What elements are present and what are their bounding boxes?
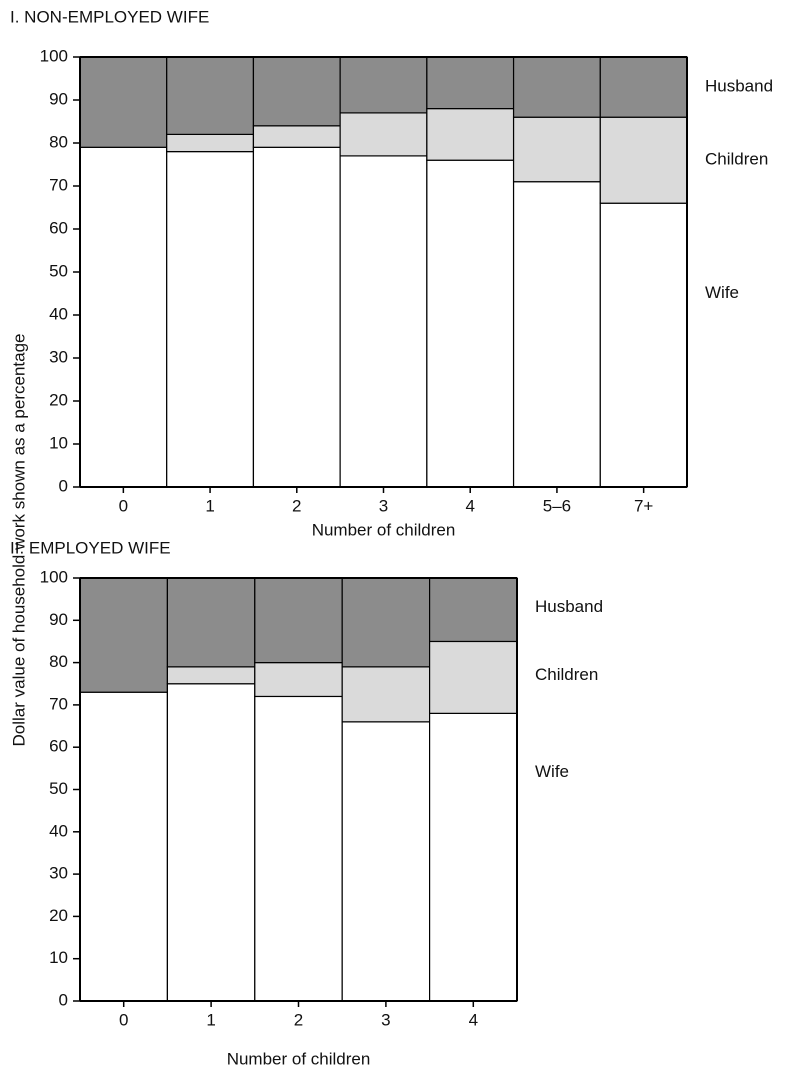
y-tick-label: 50	[49, 779, 68, 798]
y-tick-label: 0	[59, 990, 68, 1009]
y-tick-label: 10	[49, 948, 68, 967]
x-tick-label: 3	[379, 496, 388, 515]
y-tick-label: 60	[49, 218, 68, 237]
bar-segment	[252, 125, 341, 148]
bar-segment	[166, 56, 255, 136]
bar-segment	[79, 146, 168, 488]
bar-segment	[339, 112, 428, 157]
y-tick-label: 100	[40, 46, 68, 65]
bar-segment	[341, 577, 431, 668]
bar-segment	[426, 159, 515, 488]
y-tick-label: 40	[49, 304, 68, 323]
bar-segment	[339, 155, 428, 488]
bar-segment	[512, 181, 601, 488]
x-axis-label: Number of children	[312, 520, 456, 539]
bar-segment	[429, 577, 518, 643]
bar-segment	[429, 712, 518, 1002]
bar-segment	[426, 107, 515, 161]
x-tick-label: 2	[294, 1010, 303, 1029]
chart-title: II. EMPLOYED WIFE	[10, 538, 171, 557]
x-tick-label: 3	[381, 1010, 390, 1029]
bar-segment	[166, 151, 255, 488]
x-tick-label: 4	[469, 1010, 478, 1029]
x-axis-label: Number of children	[227, 1049, 371, 1068]
x-tick-label: 0	[119, 1010, 128, 1029]
x-tick-label: 4	[465, 496, 474, 515]
y-tick-label: 10	[49, 433, 68, 452]
y-tick-label: 20	[49, 390, 68, 409]
legend-label: Wife	[705, 283, 739, 302]
bar-segment	[166, 666, 256, 685]
y-tick-label: 30	[49, 347, 68, 366]
bar-segment	[599, 116, 688, 204]
bar-segment	[79, 577, 169, 693]
x-tick-label: 2	[292, 496, 301, 515]
legend-label: Husband	[705, 77, 773, 96]
bar-segment	[166, 133, 255, 153]
x-tick-label: 1	[205, 496, 214, 515]
x-tick-label: 0	[119, 496, 128, 515]
bar-segment	[79, 56, 168, 148]
legend-label: Children	[705, 150, 768, 169]
x-tick-label: 1	[206, 1010, 215, 1029]
y-tick-label: 90	[49, 89, 68, 108]
bar-segment	[426, 56, 515, 110]
bar-segment	[339, 56, 428, 114]
bar-segment	[429, 640, 518, 714]
bar-segment	[252, 56, 341, 127]
bar-segment	[166, 577, 256, 668]
y-tick-label: 20	[49, 906, 68, 925]
chart-title: I. NON-EMPLOYED WIFE	[10, 7, 209, 26]
legend-label: Husband	[535, 597, 603, 616]
y-tick-label: 70	[49, 175, 68, 194]
bar-segment	[512, 56, 601, 118]
y-tick-label: 70	[49, 694, 68, 713]
x-tick-label: 7+	[634, 496, 653, 515]
bar-segment	[166, 683, 256, 1002]
y-axis-label: Dollar value of household work shown as …	[9, 334, 28, 747]
y-tick-label: 80	[49, 132, 68, 151]
y-tick-label: 40	[49, 821, 68, 840]
legend-label: Wife	[535, 762, 569, 781]
bar-segment	[254, 577, 343, 664]
y-tick-label: 80	[49, 652, 68, 671]
bar-segment	[254, 695, 343, 1002]
bar-segment	[599, 56, 688, 118]
x-tick-label: 5–6	[543, 496, 571, 515]
y-tick-label: 30	[49, 864, 68, 883]
y-tick-label: 100	[40, 567, 68, 586]
bar-segment	[341, 666, 431, 723]
bar-segment	[79, 691, 169, 1002]
y-tick-label: 50	[49, 261, 68, 280]
bar-segment	[341, 721, 431, 1002]
bar-segment	[254, 661, 343, 698]
y-tick-label: 90	[49, 610, 68, 629]
bar-segment	[599, 202, 688, 488]
legend-label: Children	[535, 665, 598, 684]
bar-segment	[512, 116, 601, 183]
y-tick-label: 60	[49, 737, 68, 756]
y-tick-label: 0	[59, 476, 68, 495]
bar-segment	[252, 146, 341, 488]
